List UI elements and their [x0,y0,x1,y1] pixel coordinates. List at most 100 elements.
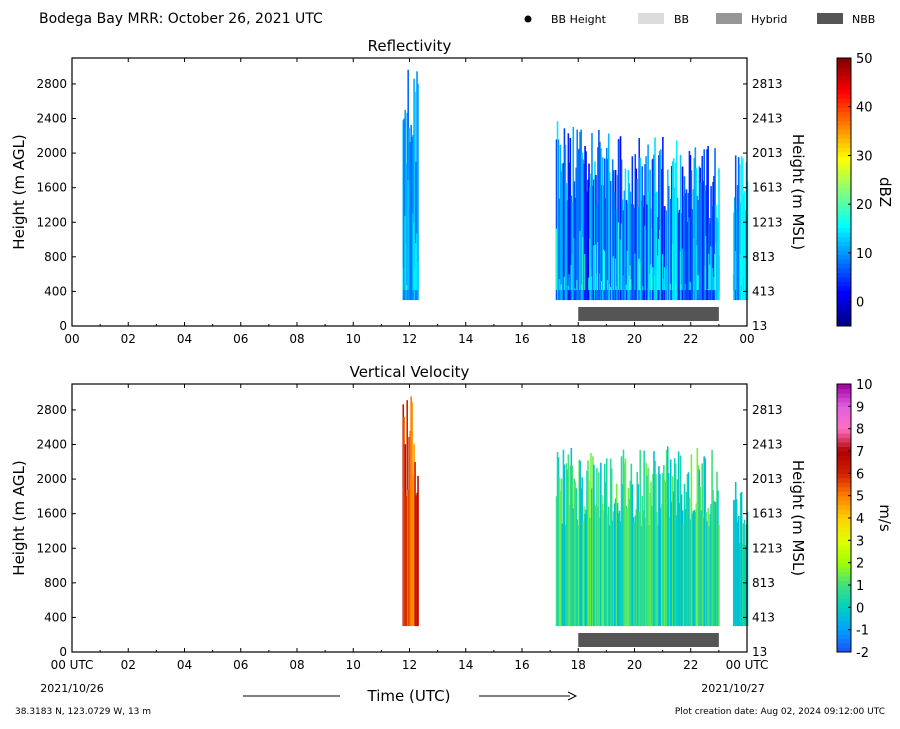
colorbar-segment [837,406,851,411]
y-tick-label-right: 13 [752,645,767,659]
colorbar-segment [837,317,851,322]
y-tick-label: 0 [59,645,67,659]
x-tick-label: 22 [683,332,698,346]
y-tick-label-right: 413 [752,284,775,298]
colorbar-segment [837,478,851,483]
y-tick-label-right: 813 [752,250,775,264]
panel-title: Reflectivity [368,37,452,55]
colorbar-segment [837,576,851,581]
colorbar-segment [837,527,851,532]
echo-column [718,256,720,290]
colorbar-segment [837,156,851,161]
colorbar-segment [837,397,851,402]
colorbar-segment [837,277,851,282]
y-tick-label-right: 1613 [752,181,783,195]
colorbar-tick-label: 5 [856,490,864,505]
colorbar-segment [837,549,851,554]
location-text: 38.3183 N, 123.0729 W, 13 m [15,707,151,717]
colorbar-segment [837,420,851,425]
echo-column [417,476,419,626]
colorbar-segment [837,572,851,577]
colorbar-segment [837,451,851,456]
legend-nbb-swatch [817,13,843,24]
colorbar-segment [837,594,851,599]
colorbar-segment [837,643,851,648]
colorbar-segment [837,415,851,420]
colorbar-segment [837,455,851,460]
y-tick-label: 1600 [36,181,67,195]
y-tick-label-right: 1213 [752,541,783,555]
colorbar-segment [837,500,851,505]
colorbar-segment [837,411,851,416]
echo-region [556,446,720,626]
nbb-bar [578,307,719,321]
y-tick-label-right: 2013 [752,146,783,160]
colorbar-segment [837,442,851,447]
colorbar-segment [837,567,851,572]
y-tick-label-right: 2413 [752,112,783,126]
colorbar-segment [837,179,851,184]
colorbar-tick-label: 40 [856,101,873,116]
colorbar-segment [837,161,851,166]
colorbar-segment [837,98,851,103]
x-tick-label: 16 [514,332,529,346]
colorbar-segment [837,219,851,224]
colorbar-segment [837,554,851,559]
colorbar-tick-label: 10 [856,378,873,393]
colorbar-segment [837,438,851,443]
echo-region [402,396,418,626]
colorbar-segment [837,505,851,510]
colorbar-segment [837,116,851,121]
colorbar-segment [837,585,851,590]
echo-regions [402,396,748,626]
colorbar-tick-label: 8 [856,423,864,438]
colorbar-segment [837,232,851,237]
x-tick-label: 22 [683,658,698,672]
colorbar-tick-label: -2 [856,646,869,661]
echo-region [733,482,748,626]
date-right: 2021/10/27 [701,682,764,695]
colorbar-tick-label: 1 [856,579,864,594]
y-tick-label: 2400 [36,112,67,126]
colorbar-tick-label: -1 [856,624,869,639]
legend-hybrid-label: Hybrid [751,13,787,26]
y-tick-label: 2400 [36,438,67,452]
figure-title: Bodega Bay MRR: October 26, 2021 UTC [39,11,323,27]
colorbar-segment [837,290,851,295]
x-tick-label: 02 [121,332,136,346]
colorbar-segment [837,634,851,639]
colorbar-segment [837,143,851,148]
colorbar-segment [837,183,851,188]
colorbar-segment [837,607,851,612]
y-tick-label-right: 13 [752,319,767,333]
legend-nbb-label: NBB [852,13,875,26]
colorbar-segment [837,384,851,389]
echo-column [417,261,419,290]
colorbar-segment [837,85,851,90]
colorbar-segment [837,237,851,242]
colorbar-segment [837,129,851,134]
x-tick-label: 20 [627,332,642,346]
y-tick-label: 2800 [36,77,67,91]
y-axis-label: Height (m AGL) [10,460,28,575]
colorbar-segment [837,630,851,635]
colorbar-segment [837,589,851,594]
colorbar-segment [837,313,851,318]
legend-bb-swatch [638,13,664,24]
x-tick-label: 00 [739,332,754,346]
x-tick-label: 10 [346,658,361,672]
colorbar-segment [837,545,851,550]
y-tick-label: 0 [59,319,67,333]
x-tick-label: 00 UTC [726,658,769,672]
colorbar-segment [837,308,851,313]
colorbar-segment [837,89,851,94]
y-axis-label: Height (m AGL) [10,134,28,249]
colorbar-segment [837,112,851,117]
colorbar-segment [837,612,851,617]
creation-date-text: Plot creation date: Aug 02, 2024 09:12:0… [675,707,885,717]
colorbar-segment [837,196,851,201]
x-tick-label: 00 [64,332,79,346]
colorbar-segment [837,188,851,193]
colorbar-segment [837,228,851,233]
